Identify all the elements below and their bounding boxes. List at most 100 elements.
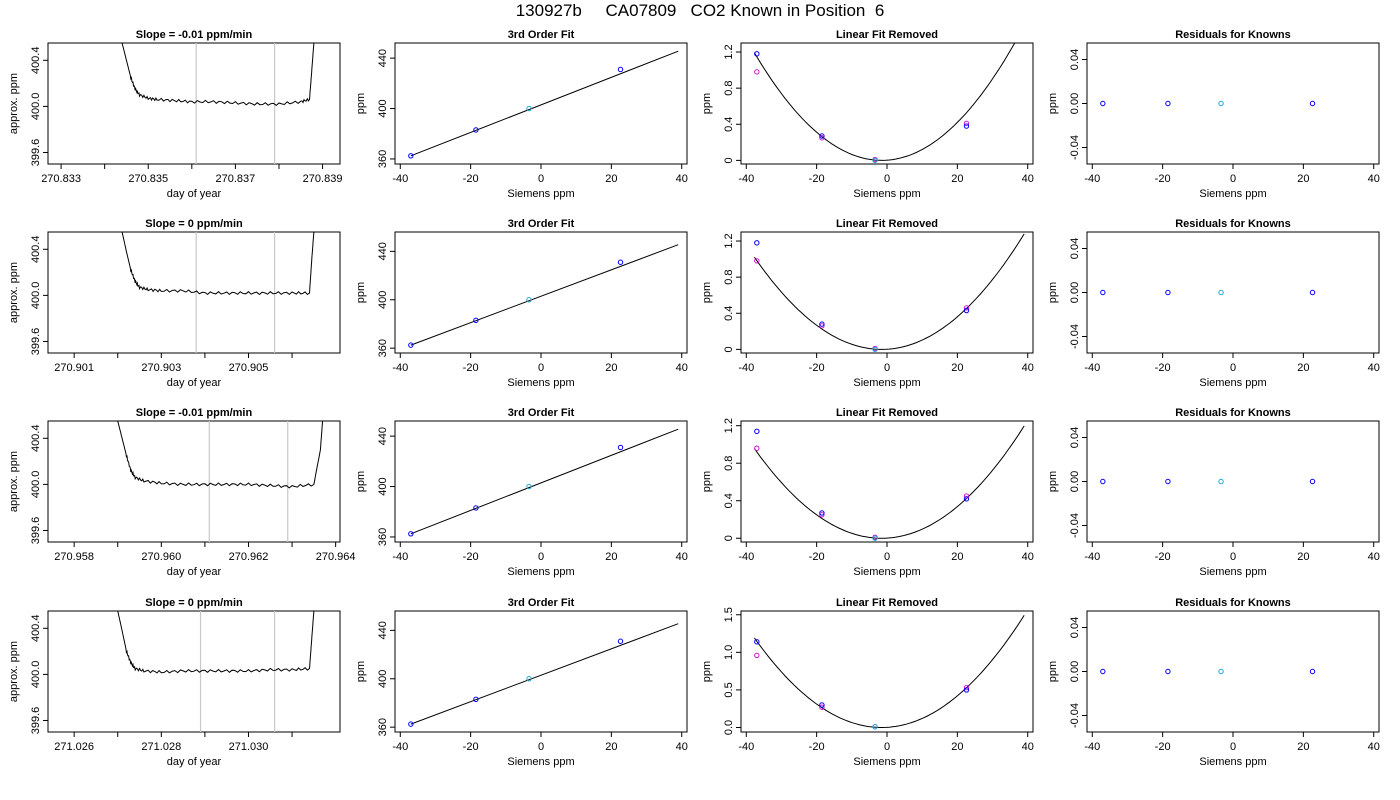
y-tick-label: 360 xyxy=(377,150,389,168)
plot-frame xyxy=(1086,610,1380,733)
y-axis-label: ppm xyxy=(701,282,713,303)
y-tick-label: 0.4 xyxy=(723,306,735,321)
concentration-trace xyxy=(117,611,315,674)
y-tick-label: 1.5 xyxy=(723,607,735,622)
data-point-alt xyxy=(754,652,760,658)
data-point-alt xyxy=(754,258,760,264)
chart-panel-r3-c2: 3rd Order Fit -40 -20 0 20 40 360 400 440 Siemens… xyxy=(355,407,688,578)
x-tick-label: -40 xyxy=(1084,173,1100,185)
data-layer xyxy=(1100,478,1316,485)
data-point xyxy=(872,724,878,730)
plot-frame xyxy=(740,42,1034,165)
x-tick-label: -20 xyxy=(463,173,479,185)
panel-title: 3rd Order Fit xyxy=(508,407,575,419)
fit-curve xyxy=(753,233,1025,350)
x-tick-label: 270.835 xyxy=(128,173,168,185)
data-point xyxy=(473,696,479,703)
x-tick-label: 270.901 xyxy=(54,362,94,374)
y-tick-label: 400 xyxy=(377,477,389,495)
x-tick-label: 0 xyxy=(1230,173,1236,185)
concentration-trace xyxy=(121,43,315,107)
data-point xyxy=(617,638,624,644)
data-point xyxy=(473,505,479,511)
x-tick-label: 20 xyxy=(605,173,617,185)
data-point xyxy=(1100,289,1106,296)
y-tick-label: 400.0 xyxy=(30,471,42,499)
fit-curve xyxy=(753,43,1016,161)
x-tick-label: 271.026 xyxy=(54,741,94,753)
x-tick-label: 270.839 xyxy=(303,173,343,185)
x-tick-label: -40 xyxy=(738,362,754,374)
data-layer xyxy=(408,428,679,537)
data-point xyxy=(963,123,970,129)
data-point xyxy=(819,133,825,139)
y-tick-label: 0.00 xyxy=(1069,93,1081,114)
data-point xyxy=(872,346,878,353)
data-point xyxy=(526,297,532,303)
data-point xyxy=(754,240,760,246)
x-axis-label: Siemens ppm xyxy=(1199,756,1266,768)
data-point xyxy=(963,687,970,693)
chart-panel-r1-c3: Linear Fit Removed -40 -20 0 20 40 0 0.4 0.8 1.2 S… xyxy=(701,29,1034,200)
figure-title: 130927b CA07809 CO2 Known in Position 6 xyxy=(515,1,885,20)
y-axis-label: ppm xyxy=(355,661,367,682)
data-layer xyxy=(1100,289,1316,296)
y-tick-label: 400 xyxy=(377,291,389,309)
y-tick-label: 440 xyxy=(377,49,389,67)
x-tick-label: 0 xyxy=(538,362,544,374)
plot-frame xyxy=(47,420,341,543)
x-tick-label: 270.905 xyxy=(229,362,269,374)
x-axis-label: day of year xyxy=(167,566,222,578)
panel-title: Linear Fit Removed xyxy=(836,407,938,419)
y-axis-label: ppm xyxy=(355,282,367,303)
y-tick-label: 0.4 xyxy=(723,493,735,508)
x-tick-label: 270.837 xyxy=(216,173,256,185)
x-tick-label: -40 xyxy=(392,173,408,185)
data-point xyxy=(1218,100,1224,107)
data-point xyxy=(819,702,825,708)
y-axis-label: approx. ppm xyxy=(8,451,20,512)
y-tick-label: 0.04 xyxy=(1069,617,1081,638)
plot-frame xyxy=(1086,231,1380,354)
x-axis-label: day of year xyxy=(167,756,222,768)
data-point xyxy=(754,428,760,435)
x-tick-label: 0 xyxy=(884,741,890,753)
x-tick-label: 40 xyxy=(676,173,688,185)
x-axis-label: day of year xyxy=(167,377,222,389)
fit-line xyxy=(410,428,679,535)
chart-panel-r4-c2: 3rd Order Fit -40 -20 0 20 40 360 400 440 Siemens… xyxy=(355,597,688,768)
x-tick-label: 40 xyxy=(1022,551,1034,563)
panel-title: Slope = -0.01 ppm/min xyxy=(136,407,253,419)
data-point xyxy=(526,676,532,682)
x-tick-label: 20 xyxy=(951,741,963,753)
y-tick-label: -0.04 xyxy=(1069,513,1081,538)
data-point xyxy=(754,51,760,57)
chart-panel-r4-c1: Slope = 0 ppm/min 271.026 271.028 271.030 39… xyxy=(8,597,341,768)
y-tick-label: 400.4 xyxy=(30,425,42,453)
data-point-alt xyxy=(819,135,825,141)
plot-frame xyxy=(47,42,341,165)
data-point xyxy=(1100,668,1106,675)
chart-panel-r2-c4: Residuals for Knowns -40 -20 0 20 40 -0.04 0.00… xyxy=(1047,218,1380,389)
x-tick-label: -40 xyxy=(738,741,754,753)
y-tick-label: -0.04 xyxy=(1069,135,1081,160)
x-tick-label: 270.962 xyxy=(229,551,269,563)
y-tick-label: 0.04 xyxy=(1069,427,1081,448)
y-tick-label: 399.6 xyxy=(30,328,42,356)
fit-line xyxy=(410,50,679,157)
fit-curve xyxy=(753,425,1025,539)
data-point-alt xyxy=(963,305,970,311)
y-tick-label: 1.2 xyxy=(723,233,735,248)
y-tick-label: 400.4 xyxy=(30,615,42,643)
x-tick-label: 270.903 xyxy=(141,362,181,374)
data-layer xyxy=(121,43,315,164)
y-tick-label: 0.8 xyxy=(723,456,735,471)
data-point xyxy=(1218,289,1224,296)
x-tick-label: 270.958 xyxy=(54,551,94,563)
x-tick-label: -40 xyxy=(392,362,408,374)
y-axis-label: approx. ppm xyxy=(8,73,20,134)
x-axis-label: Siemens ppm xyxy=(1199,566,1266,578)
x-axis-label: Siemens ppm xyxy=(1199,188,1266,200)
x-tick-label: 0 xyxy=(1230,362,1236,374)
